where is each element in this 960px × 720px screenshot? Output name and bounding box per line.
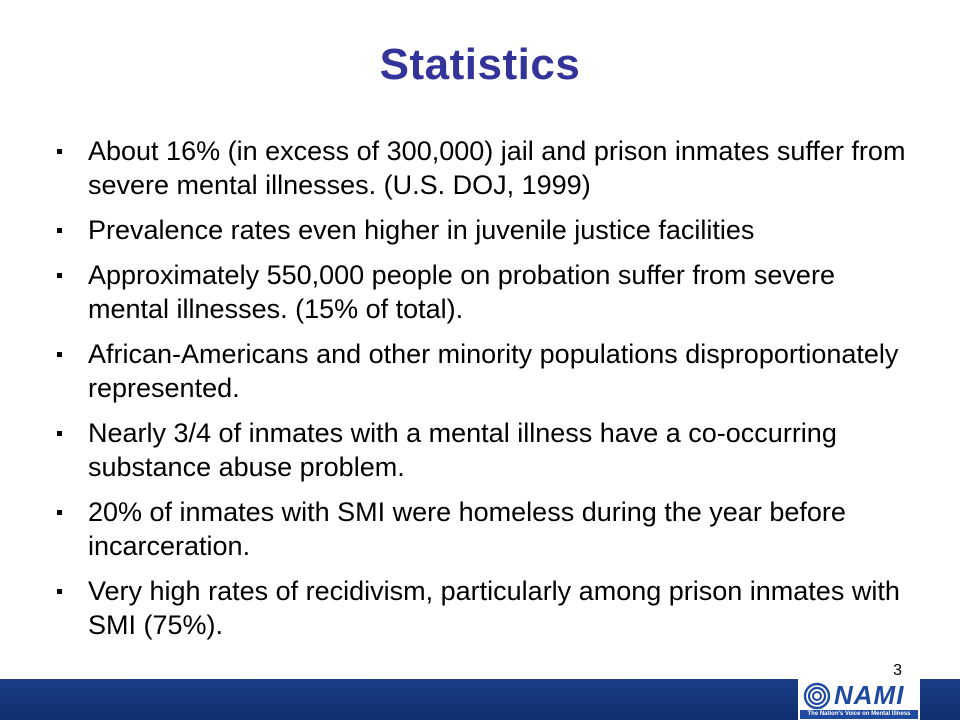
bullet-list: About 16% (in excess of 300,000) jail an…: [52, 134, 912, 653]
page-number: 3: [893, 662, 902, 679]
bullet-item: Approximately 550,000 people on probatio…: [52, 258, 912, 326]
bullet-text: Prevalence rates even higher in juvenile…: [88, 215, 755, 245]
bullet-text: African-Americans and other minority pop…: [88, 339, 899, 403]
bullet-item: Very high rates of recidivism, particula…: [52, 574, 912, 642]
bullet-text: 20% of inmates with SMI were homeless du…: [88, 497, 846, 561]
logo-tagline: The Nation's Voice on Mental Illness: [800, 710, 918, 719]
bullet-text: About 16% (in excess of 300,000) jail an…: [88, 136, 906, 200]
bullet-marker: [57, 149, 62, 154]
bullet-item: About 16% (in excess of 300,000) jail an…: [52, 134, 912, 202]
bullet-marker: [57, 228, 62, 233]
bullet-text: Nearly 3/4 of inmates with a mental illn…: [88, 418, 837, 482]
bullet-marker: [57, 510, 62, 515]
bullet-item: Prevalence rates even higher in juvenile…: [52, 213, 912, 247]
bullet-text: Approximately 550,000 people on probatio…: [88, 260, 835, 324]
logo-wordmark: NAMI: [834, 680, 905, 710]
slide-title: Statistics: [379, 40, 581, 89]
bullet-marker: [57, 273, 62, 278]
bullet-item: African-Americans and other minority pop…: [52, 337, 912, 405]
bullet-item: 20% of inmates with SMI were homeless du…: [52, 495, 912, 563]
bullet-marker: [57, 589, 62, 594]
swirl-icon: [803, 682, 831, 710]
bullet-marker: [57, 431, 62, 436]
nami-logo: NAMI The Nation's Voice on Mental Illnes…: [798, 679, 920, 720]
bullet-marker: [57, 352, 62, 357]
bullet-item: Nearly 3/4 of inmates with a mental illn…: [52, 416, 912, 484]
bullet-text: Very high rates of recidivism, particula…: [88, 576, 900, 640]
